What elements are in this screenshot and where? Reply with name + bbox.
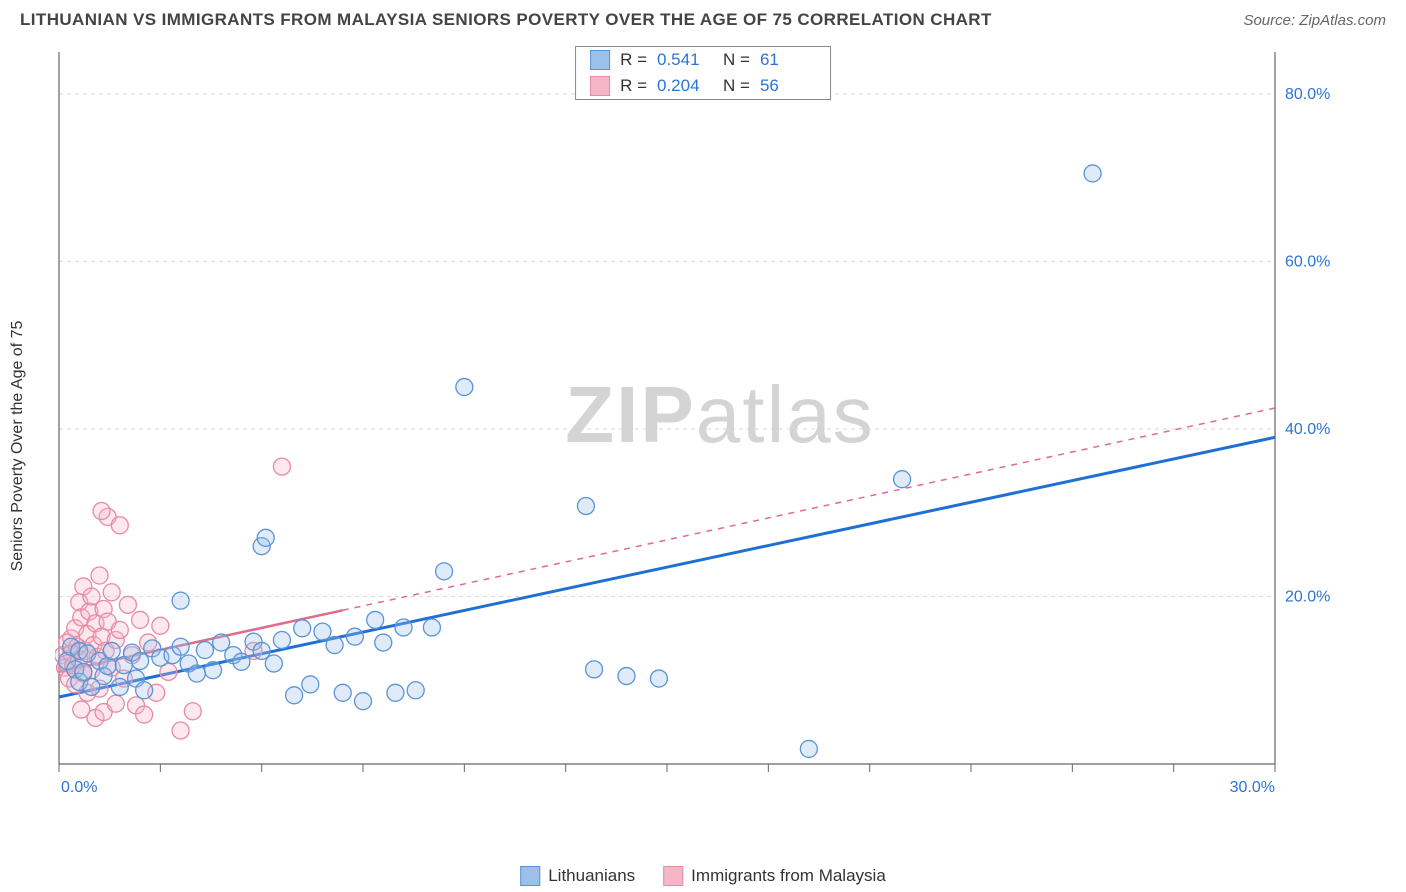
legend-swatch <box>663 866 683 886</box>
r-label: R = <box>620 50 647 70</box>
r-value: 0.204 <box>657 76 713 96</box>
correlation-legend: R = 0.541 N = 61 R = 0.204 N = 56 <box>575 46 831 100</box>
legend-item: Lithuanians <box>520 866 635 886</box>
n-label: N = <box>723 50 750 70</box>
source-label: Source: ZipAtlas.com <box>1243 12 1386 29</box>
y-axis-label: Seniors Poverty Over the Age of 75 <box>9 321 27 572</box>
legend-row: R = 0.204 N = 56 <box>576 73 830 99</box>
n-label: N = <box>723 76 750 96</box>
legend-swatch <box>590 76 610 96</box>
legend-swatch <box>590 50 610 70</box>
legend-label: Immigrants from Malaysia <box>691 866 886 886</box>
x-tick-label: 0.0% <box>61 779 97 796</box>
series-legend: Lithuanians Immigrants from Malaysia <box>520 866 886 886</box>
y-tick-label: 20.0% <box>1285 588 1330 605</box>
y-tick-label: 60.0% <box>1285 253 1330 270</box>
legend-label: Lithuanians <box>548 866 635 886</box>
chart-area: ZIPatlas 20.0%40.0%60.0%80.0%0.0%30.0% <box>55 44 1385 834</box>
scatter-chart: 20.0% 40.0% 60.0% 80.0% 0.0% 30.0% <box>55 44 1345 804</box>
n-value: 56 <box>760 76 816 96</box>
n-value: 61 <box>760 50 816 70</box>
legend-row: R = 0.541 N = 61 <box>576 47 830 73</box>
legend-swatch <box>520 866 540 886</box>
r-label: R = <box>620 76 647 96</box>
r-value: 0.541 <box>657 50 713 70</box>
y-tick-label: 40.0% <box>1285 421 1330 438</box>
y-tick-label: 80.0% <box>1285 86 1330 103</box>
chart-title: LITHUANIAN VS IMMIGRANTS FROM MALAYSIA S… <box>20 10 992 30</box>
legend-item: Immigrants from Malaysia <box>663 866 886 886</box>
x-tick-label: 30.0% <box>1230 779 1275 796</box>
